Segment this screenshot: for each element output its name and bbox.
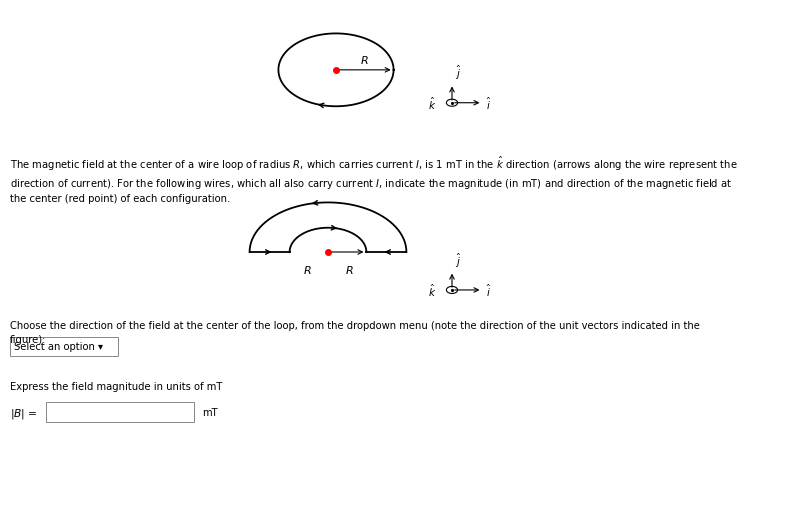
Text: $\hat{k}$: $\hat{k}$: [429, 282, 437, 298]
Text: $\hat{j}$: $\hat{j}$: [455, 251, 462, 269]
Text: $R$: $R$: [302, 264, 311, 276]
Text: $\hat{i}$: $\hat{i}$: [486, 282, 492, 298]
Text: The magnetic field at the center of a wire loop of radius $R$, which carries cur: The magnetic field at the center of a wi…: [10, 154, 738, 204]
FancyBboxPatch shape: [10, 337, 118, 356]
Text: mT: mT: [202, 407, 218, 417]
Text: $R$: $R$: [345, 264, 354, 276]
Text: $R$: $R$: [361, 54, 369, 66]
Text: $\hat{j}$: $\hat{j}$: [455, 64, 462, 82]
FancyBboxPatch shape: [46, 402, 194, 422]
Text: $\hat{i}$: $\hat{i}$: [486, 95, 492, 112]
Text: $|B|$ =: $|B|$ =: [10, 407, 38, 421]
Text: Select an option ▾: Select an option ▾: [14, 341, 103, 351]
Text: Express the field magnitude in units of mT: Express the field magnitude in units of …: [10, 381, 222, 391]
Text: $\hat{k}$: $\hat{k}$: [429, 95, 437, 112]
Text: Choose the direction of the field at the center of the loop, from the dropdown m: Choose the direction of the field at the…: [10, 321, 699, 344]
